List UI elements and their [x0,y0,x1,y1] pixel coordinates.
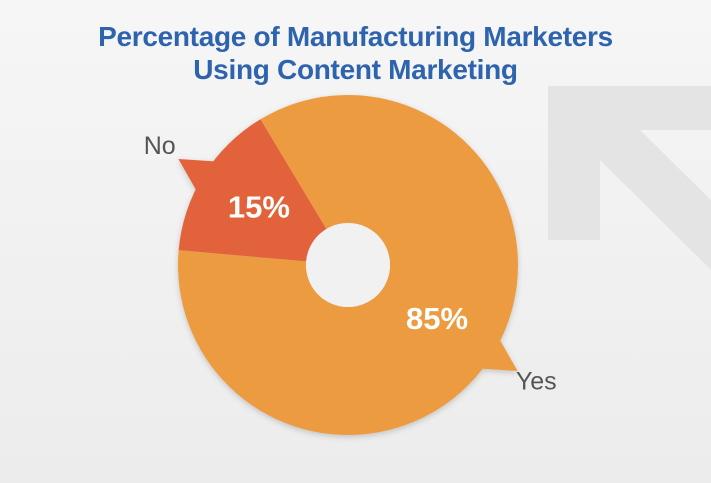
value-label: 15% [228,190,290,225]
callout-pointer [178,159,221,196]
callout-pointer [475,334,518,371]
value-label: 85% [406,301,468,336]
chart-title: Percentage of Manufacturing Marketers Us… [98,21,613,85]
donut-hole [306,223,390,307]
watermark-arrow [548,86,711,270]
category-label: No [144,132,176,160]
category-label: Yes [516,367,557,395]
donut-slice [177,95,518,436]
donut [177,95,518,436]
donut-slice [178,119,327,262]
